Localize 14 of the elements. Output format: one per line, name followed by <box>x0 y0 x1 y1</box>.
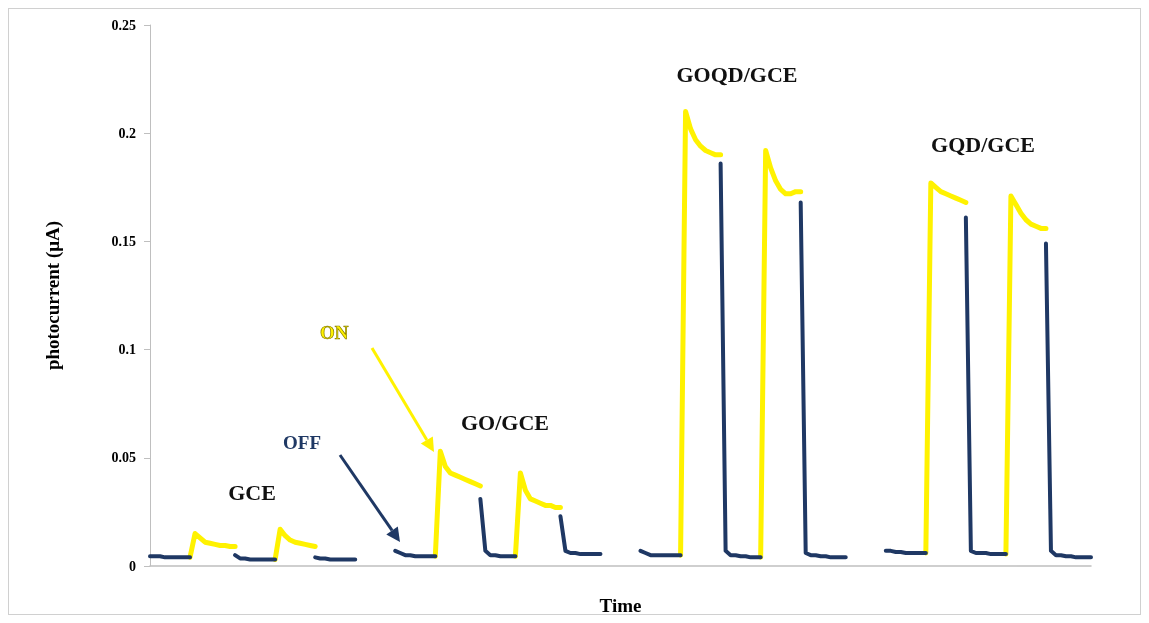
x-axis-title: Time <box>599 595 642 616</box>
annotation: GOQD/GCE <box>676 62 798 88</box>
annotation: GQD/GCE <box>931 132 1035 158</box>
y-tick-label: 0 <box>129 558 136 574</box>
y-tick-label: 0.25 <box>111 17 136 33</box>
y-tick-label: 0.1 <box>118 342 136 358</box>
annotation: GO/GCE <box>460 410 550 436</box>
y-tick-label: 0.15 <box>111 233 136 249</box>
y-tick-label: 0.2 <box>118 125 136 141</box>
annotation: GCE <box>228 480 276 506</box>
y-tick-label: 0.05 <box>111 450 136 466</box>
text: OFF <box>283 432 321 454</box>
text: ON <box>320 322 349 344</box>
y-axis-title: photocurrent (μA) <box>42 220 64 371</box>
